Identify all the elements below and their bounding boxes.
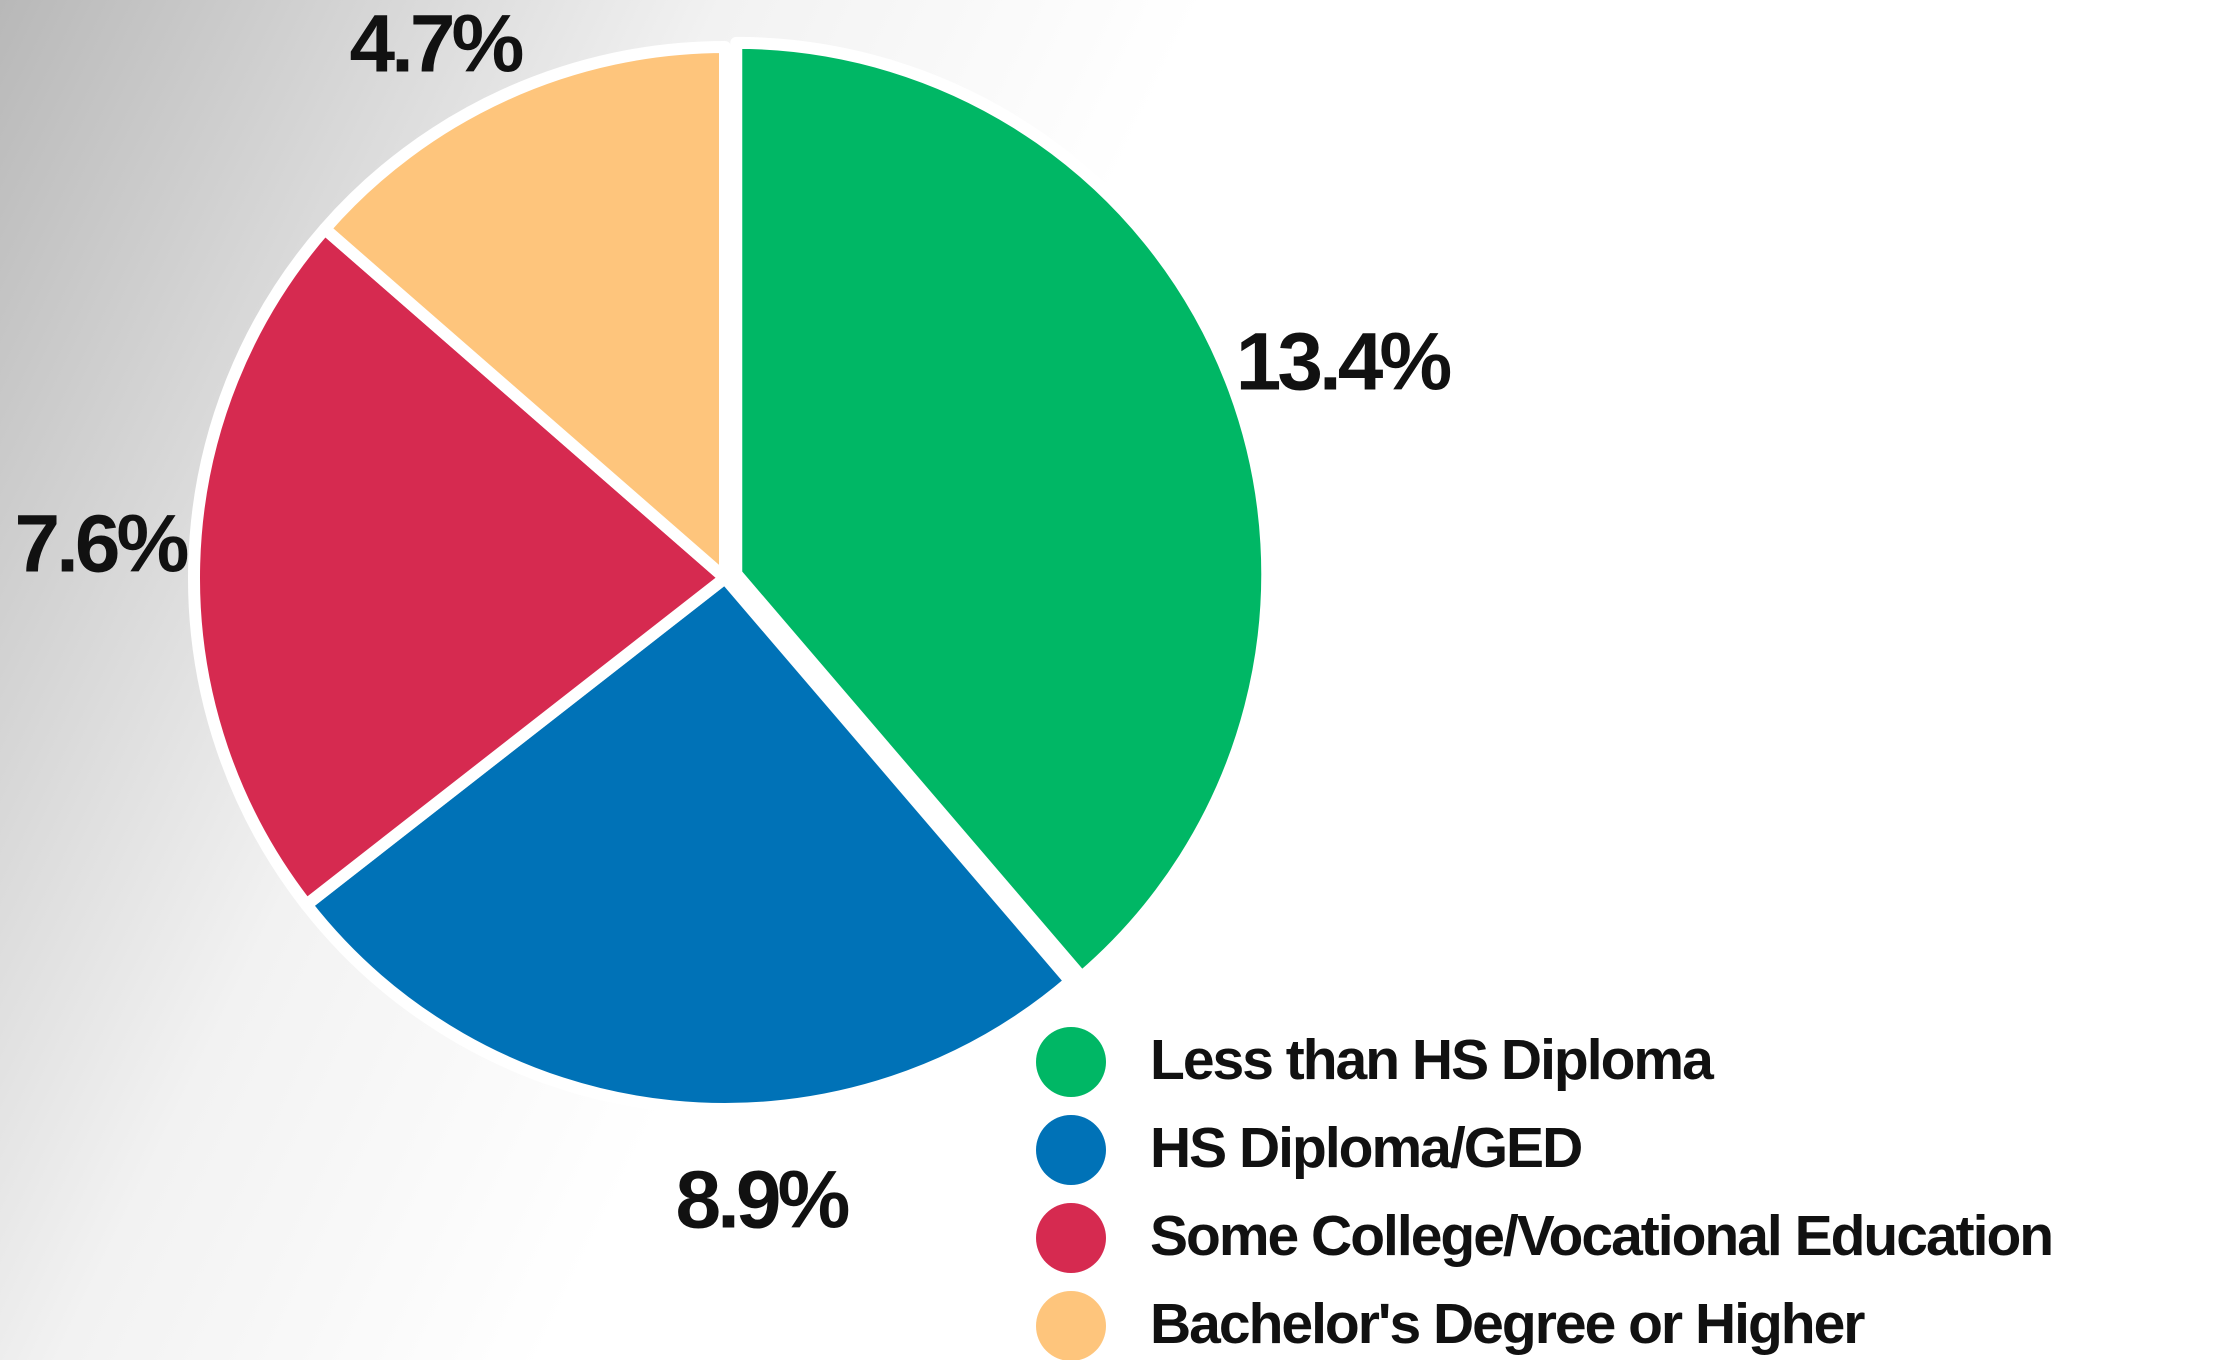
pie-slice xyxy=(300,572,1077,1115)
pie-slice xyxy=(730,36,1274,984)
legend-label: Some College/Vocational Education xyxy=(1150,1204,2052,1268)
legend: Less than HS Diploma HS Diploma/GED Some C… xyxy=(1036,1027,2054,1360)
legend-swatch xyxy=(1036,1291,1106,1360)
pie: 13.4% 8.9% 7.6% 4.7% xyxy=(15,0,1455,1246)
legend-label: Less than HS Diploma xyxy=(1150,1028,1715,1092)
data-label: 7.6% xyxy=(15,499,188,590)
legend-swatch xyxy=(1036,1115,1106,1185)
legend-swatch xyxy=(1036,1203,1106,1273)
legend-label: Bachelor's Degree or Higher xyxy=(1150,1292,1865,1356)
data-label: 13.4% xyxy=(1236,317,1451,408)
data-label: 4.7% xyxy=(350,0,523,90)
pie-slice xyxy=(318,41,731,584)
data-label: 8.9% xyxy=(676,1155,849,1246)
legend-label: HS Diploma/GED xyxy=(1150,1116,1581,1180)
legend-swatch xyxy=(1036,1027,1106,1097)
pie-slice xyxy=(188,222,731,911)
